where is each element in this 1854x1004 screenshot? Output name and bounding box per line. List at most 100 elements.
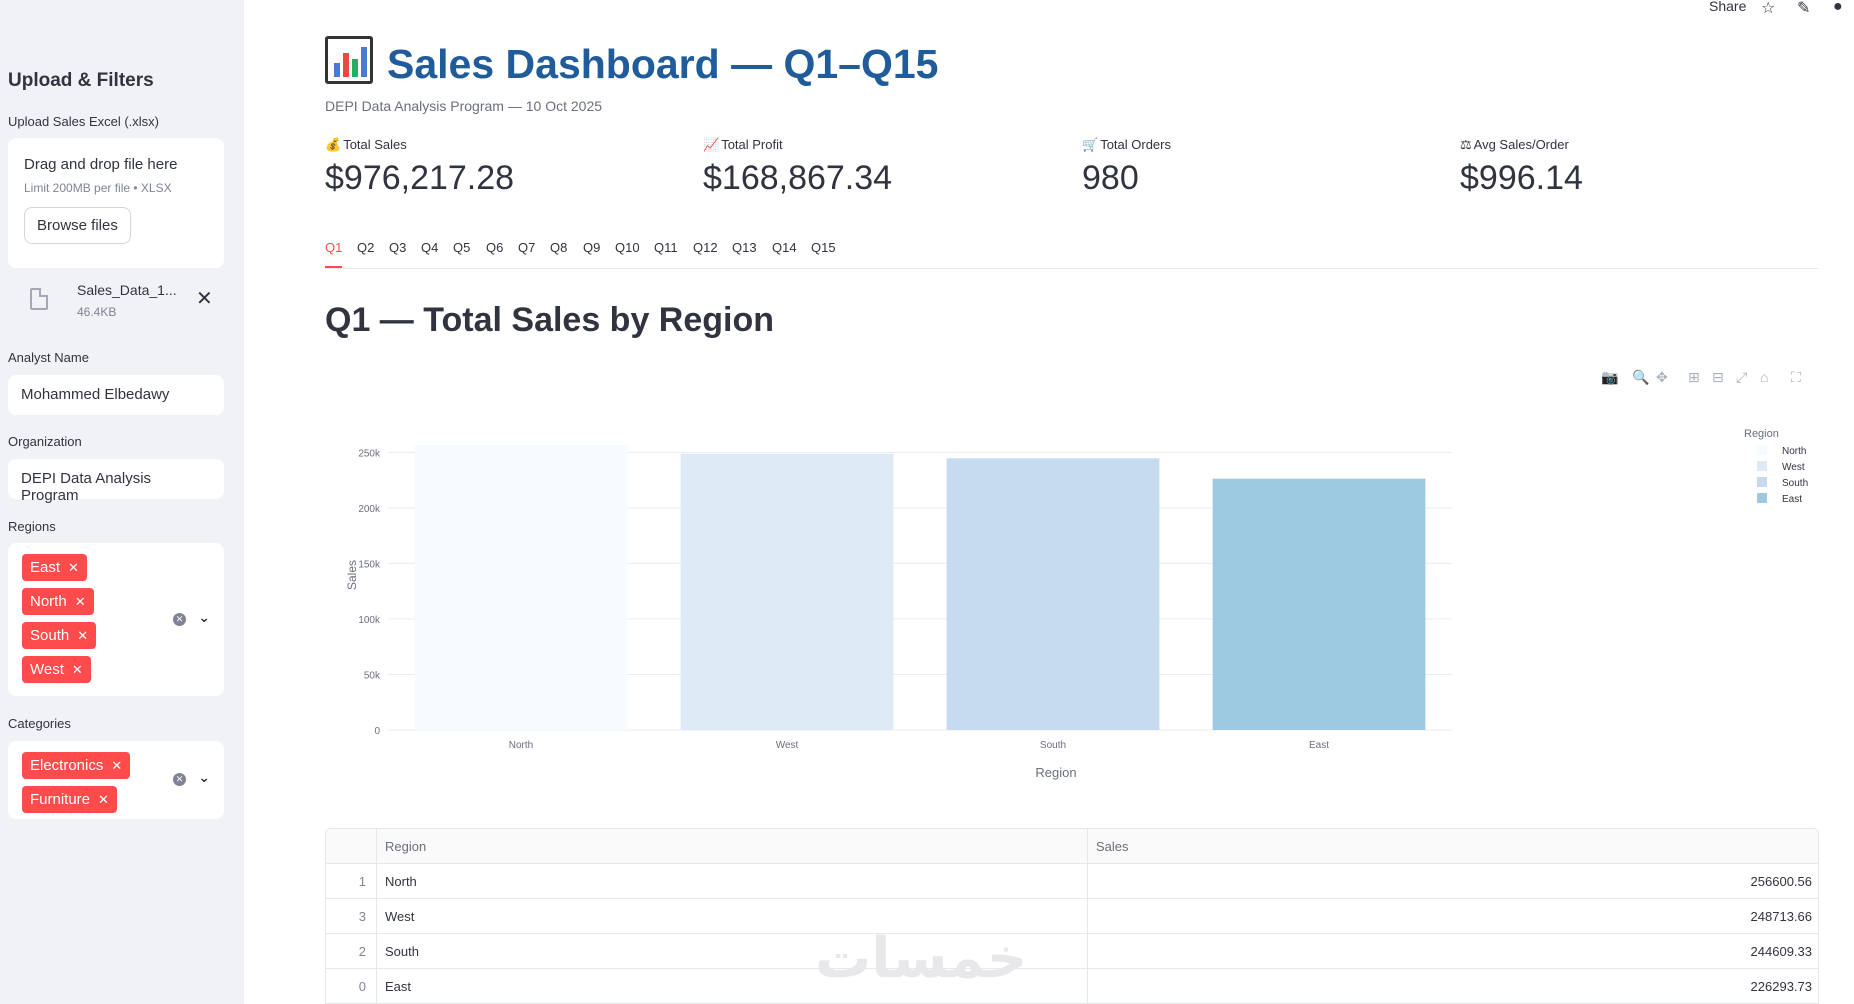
metric-total-sales: 💰 Total Sales $976,217.28: [325, 137, 515, 197]
edit-pencil-icon[interactable]: ✎: [1797, 0, 1811, 17]
legend-entry: East: [1782, 494, 1802, 505]
reset-axes-home-icon[interactable]: ⌂: [1760, 369, 1769, 385]
legend-swatch: [1757, 493, 1767, 503]
legend-swatch: [1757, 445, 1767, 455]
clear-all-icon[interactable]: ✕: [173, 613, 186, 626]
file-icon: [30, 288, 48, 310]
metric-value: $168,867.34: [703, 159, 893, 197]
tab-q6[interactable]: Q6: [486, 240, 504, 255]
bar-north: [414, 445, 628, 730]
chart-y-ticks: 0 50k 100k 150k 200k 250k: [358, 448, 381, 737]
region-tag-south[interactable]: South ✕: [22, 622, 97, 649]
metric-avg-sales-order: ⚖ Avg Sales/Order $996.14: [1460, 137, 1583, 197]
remove-file-close-icon[interactable]: ✕: [196, 288, 213, 310]
bar-chart-icon: [325, 36, 373, 84]
categories-label: Categories: [8, 716, 71, 731]
camera-icon[interactable]: 📷: [1601, 369, 1619, 385]
tab-q8[interactable]: Q8: [550, 240, 568, 255]
section-title: Q1 — Total Sales by Region: [325, 301, 775, 339]
legend-entry: West: [1782, 462, 1805, 473]
tab-q15[interactable]: Q15: [811, 240, 836, 255]
sidebar: Upload & Filters Upload Sales Excel (.xl…: [0, 0, 244, 1004]
chart-up-icon: 📈: [703, 137, 720, 152]
metric-value: $976,217.28: [325, 159, 515, 197]
tab-q12[interactable]: Q12: [693, 240, 718, 255]
share-button[interactable]: Share: [1709, 0, 1747, 14]
star-icon[interactable]: ☆: [1761, 0, 1776, 17]
category-tag-furniture[interactable]: Furniture ✕: [22, 786, 117, 813]
table-row: 3 West 248713.66: [326, 899, 1818, 934]
chevron-down-icon[interactable]: ⌄: [198, 769, 210, 785]
page-title: Sales Dashboard — Q1–Q15: [325, 36, 938, 88]
y-tick-label: 50k: [364, 670, 381, 681]
chevron-down-icon[interactable]: ⌄: [198, 609, 210, 625]
chart-legend: Region North West South East: [1744, 428, 1808, 505]
table-header-sales[interactable]: Sales: [1096, 839, 1129, 854]
tab-q13[interactable]: Q13: [732, 240, 757, 255]
dropzone-limit: Limit 200MB per file • XLSX: [24, 181, 172, 195]
legend-swatch: [1757, 477, 1767, 487]
chart-bars: [414, 445, 1426, 730]
tab-q10[interactable]: Q10: [615, 240, 640, 255]
bar-west: [680, 453, 894, 730]
file-dropzone[interactable]: Drag and drop file here Limit 200MB per …: [8, 138, 224, 268]
categories-multiselect[interactable]: Electronics ✕ Furniture ✕ ✕ ⌄: [8, 741, 224, 819]
remove-tag-close-icon[interactable]: ✕: [68, 560, 79, 575]
x-tick-label: East: [1309, 740, 1329, 751]
tab-q2[interactable]: Q2: [357, 240, 375, 255]
table-header-region[interactable]: Region: [377, 829, 1088, 864]
pan-icon[interactable]: ✥: [1656, 369, 1668, 385]
remove-tag-close-icon[interactable]: ✕: [111, 758, 123, 773]
x-tick-label: North: [509, 740, 533, 751]
remove-tag-close-icon[interactable]: ✕: [74, 594, 86, 609]
remove-tag-close-icon[interactable]: ✕: [71, 662, 83, 677]
tab-q9[interactable]: Q9: [583, 240, 601, 255]
table-header-row: Region Sales: [326, 829, 1818, 864]
fullscreen-icon[interactable]: ⛶: [1791, 369, 1801, 385]
tab-q7[interactable]: Q7: [518, 240, 536, 255]
table-row: 1 North 256600.56: [326, 864, 1818, 899]
y-tick-label: 200k: [358, 504, 381, 515]
tab-q3[interactable]: Q3: [389, 240, 407, 255]
table-row: 2 South 244609.33: [326, 934, 1818, 969]
browse-files-button[interactable]: Browse files: [24, 207, 131, 244]
metric-total-orders: 🛒 Total Orders 980: [1082, 137, 1171, 197]
zoom-out-icon[interactable]: ⊟: [1712, 369, 1724, 385]
money-bag-icon: 💰: [325, 137, 342, 152]
tab-q4[interactable]: Q4: [421, 240, 439, 255]
legend-entry: North: [1782, 446, 1806, 457]
remove-tag-close-icon[interactable]: ✕: [98, 792, 109, 807]
region-tag-west[interactable]: West ✕: [22, 656, 91, 683]
x-axis-label: Region: [1035, 765, 1076, 780]
legend-title: Region: [1744, 428, 1779, 440]
github-icon[interactable]: ●: [1833, 0, 1843, 15]
sales-table: Region Sales 1 North 256600.56 3 West 24…: [325, 828, 1819, 1004]
tab-q1[interactable]: Q1: [325, 240, 343, 255]
y-tick-label: 150k: [358, 559, 381, 570]
uploaded-file-name: Sales_Data_1...: [77, 282, 177, 298]
upload-label: Upload Sales Excel (.xlsx): [8, 114, 159, 129]
tab-q11[interactable]: Q11: [654, 240, 678, 255]
zoom-in-icon[interactable]: ⊞: [1688, 369, 1700, 385]
remove-tag-close-icon[interactable]: ✕: [77, 628, 89, 643]
analyst-name-input[interactable]: Mohammed Elbedawy: [8, 375, 224, 415]
zoom-icon[interactable]: 🔍: [1632, 369, 1650, 385]
organization-input[interactable]: DEPI Data Analysis Program: [8, 459, 224, 504]
category-tag-electronics[interactable]: Electronics ✕: [22, 752, 131, 779]
dropzone-text: Drag and drop file here: [24, 156, 178, 173]
scale-icon: ⚖: [1460, 137, 1472, 152]
legend-entry: South: [1782, 478, 1808, 489]
autoscale-icon[interactable]: ⤢: [1736, 369, 1748, 385]
quarter-tabs: Q1 Q2 Q3 Q4 Q5 Q6 Q7 Q8 Q9 Q10 Q11 Q12 Q…: [325, 236, 1818, 269]
tab-q5[interactable]: Q5: [453, 240, 471, 255]
cart-icon: 🛒: [1082, 137, 1099, 152]
metric-total-profit: 📈 Total Profit $168,867.34: [703, 137, 893, 197]
tab-q14[interactable]: Q14: [772, 240, 797, 255]
region-tag-east[interactable]: East ✕: [22, 554, 87, 581]
regions-multiselect[interactable]: East ✕ North ✕ South ✕ West ✕ ✕ ⌄: [8, 543, 224, 696]
clear-all-icon[interactable]: ✕: [173, 773, 186, 786]
table-row: 0 East 226293.73: [326, 969, 1818, 1004]
organization-label: Organization: [8, 434, 82, 449]
region-tag-north[interactable]: North ✕: [22, 588, 94, 615]
